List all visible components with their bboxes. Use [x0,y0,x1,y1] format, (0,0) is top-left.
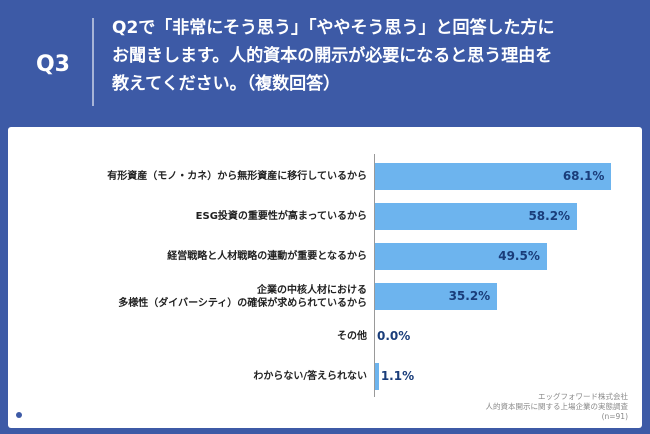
value-label: 68.1% [562,168,605,183]
value-label: 35.2% [448,288,491,303]
value-label: 1.1% [380,368,415,383]
source-company: エッグフォワード株式会社 [538,392,628,401]
bar [375,243,547,270]
header-divider [92,18,94,106]
question-number: Q3 [35,52,70,77]
chart-panel: エッグフォワード株式会社 人的資本開示に関する上場企業の実態調査 (n=91) … [8,127,642,428]
value-label: 0.0% [377,328,411,343]
category-label: ESG投資の重要性が高まっているから [195,211,367,222]
chart-axis-line [374,154,375,397]
category-label: 経営戦略と人材戦略の連動が重要となるから [167,251,367,262]
bar [375,283,498,310]
bar [375,363,379,390]
header: Q3 Q2で「非常にそう思う」「ややそう思う」と回答した方に お聞きします。人的… [0,0,650,124]
category-label: 有形資産（モノ・カネ）から無形資産に移行しているから [107,171,367,182]
bar [375,163,612,190]
value-label: 49.5% [498,248,540,263]
source-sample-size: (n=91) [601,412,628,421]
category-label: 企業の中核人材における 多様性（ダイバーシティ）の確保が求められているから [118,284,367,309]
bar [375,203,578,230]
category-label: わからない/答えられない [253,371,367,382]
source-survey: 人的資本開示に関する上場企業の実態調査 [485,402,629,411]
logo-icon [12,407,26,422]
brand-logo: リサピー [12,405,82,424]
brand-name: リサピー [30,409,83,424]
question-text: Q2で「非常にそう思う」「ややそう思う」と回答した方に お聞きします。人的資本の… [112,18,555,94]
category-label: その他 [337,331,367,342]
source-note: エッグフォワード株式会社 人的資本開示に関する上場企業の実態調査 (n=91) [368,392,629,422]
value-label: 58.2% [528,208,571,223]
